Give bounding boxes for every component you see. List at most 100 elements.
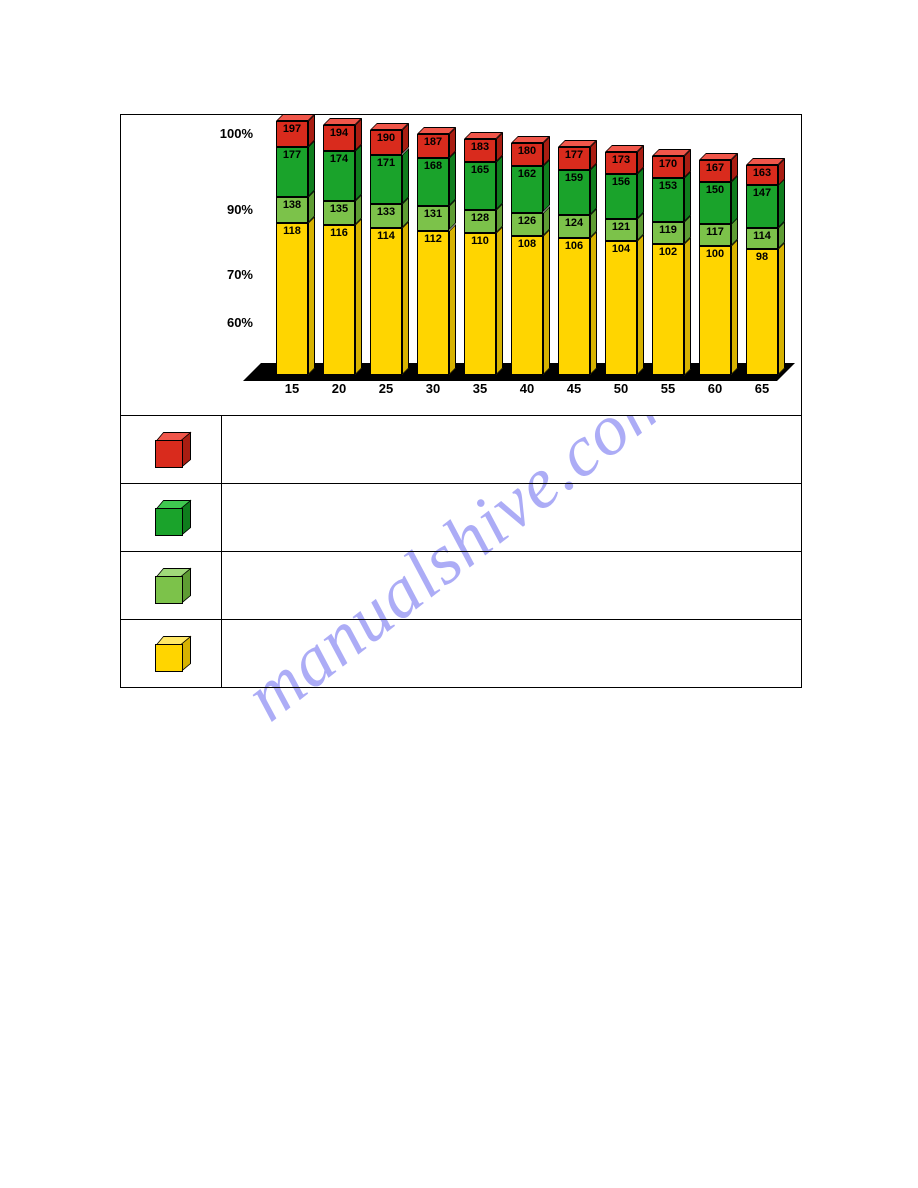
legend-cube-icon xyxy=(155,570,187,602)
bar-cap xyxy=(746,158,785,165)
legend-icon-cell xyxy=(121,484,222,551)
bar-value-label: 165 xyxy=(464,164,496,176)
bar-segment-yellow xyxy=(511,236,543,375)
legend-icon-cell xyxy=(121,620,222,687)
legend-cube-icon xyxy=(155,638,187,670)
bar-segment-yellow xyxy=(699,246,731,375)
bar-value-label: 177 xyxy=(558,149,590,161)
legend-row-green xyxy=(121,483,801,551)
bar-value-label: 119 xyxy=(652,224,684,236)
bar-cap xyxy=(652,149,691,156)
bar-value-label: 121 xyxy=(605,221,637,233)
bar-value-label: 133 xyxy=(370,206,402,218)
x-label: 15 xyxy=(276,381,308,396)
bar-value-label: 190 xyxy=(370,132,402,144)
bar-side-yellow xyxy=(637,234,644,375)
bar-side-green xyxy=(402,148,409,204)
bar-cap xyxy=(323,118,362,125)
bar-value-label: 173 xyxy=(605,154,637,166)
bar-value-label: 174 xyxy=(323,153,355,165)
bar-side-green xyxy=(308,140,315,197)
bar-side-yellow xyxy=(449,224,456,375)
x-label: 30 xyxy=(417,381,449,396)
bar-cap xyxy=(417,127,456,134)
bar-value-label: 138 xyxy=(276,199,308,211)
bar-segment-yellow xyxy=(323,225,355,375)
bar-value-label: 108 xyxy=(511,238,543,250)
bar-side-green xyxy=(778,178,785,228)
bar-side-yellow xyxy=(778,242,785,375)
x-label: 40 xyxy=(511,381,543,396)
legend-icon-cell xyxy=(121,552,222,619)
bar-segment-yellow xyxy=(417,231,449,375)
bar-value-label: 162 xyxy=(511,168,543,180)
bar-segment-yellow xyxy=(370,228,402,375)
bar-value-label: 171 xyxy=(370,157,402,169)
x-label: 35 xyxy=(464,381,496,396)
bar-value-label: 128 xyxy=(464,212,496,224)
bar-side-yellow xyxy=(590,231,597,375)
bar-value-label: 114 xyxy=(370,230,402,242)
bar-value-label: 110 xyxy=(464,235,496,247)
bar-side-yellow xyxy=(402,221,409,375)
bar-side-yellow xyxy=(355,218,362,375)
bar-value-label: 106 xyxy=(558,240,590,252)
legend-text xyxy=(222,552,801,619)
bar-value-label: 135 xyxy=(323,203,355,215)
bar-value-label: 163 xyxy=(746,167,778,179)
bar-segment-yellow xyxy=(276,223,308,375)
bar-value-label: 180 xyxy=(511,145,543,157)
x-label: 50 xyxy=(605,381,637,396)
legend-cube-icon xyxy=(155,434,187,466)
bar-side-yellow xyxy=(684,237,691,376)
bar-side-yellow xyxy=(731,239,738,375)
bar-cap xyxy=(558,140,597,147)
bars-container: 1181381771971161351741941141331711901121… xyxy=(276,121,786,375)
bar-value-label: 150 xyxy=(699,184,731,196)
x-label: 20 xyxy=(323,381,355,396)
bar-value-label: 159 xyxy=(558,172,590,184)
bar-value-label: 116 xyxy=(323,227,355,239)
bar-value-label: 170 xyxy=(652,158,684,170)
bar-value-label: 194 xyxy=(323,127,355,139)
legend-row-yellow xyxy=(121,619,801,687)
y-label: 100% xyxy=(220,126,253,141)
legend-text xyxy=(222,484,801,551)
bar-side-green xyxy=(449,151,456,206)
bar-value-label: 153 xyxy=(652,180,684,192)
legend-cube-icon xyxy=(155,502,187,534)
bar-side-green xyxy=(543,159,550,212)
bar-value-label: 98 xyxy=(746,251,778,263)
bar-side-green xyxy=(590,163,597,215)
chart-panel: 100%90%70%60% 11813817719711613517419411… xyxy=(120,114,802,688)
y-label: 60% xyxy=(227,315,253,330)
x-axis-labels: 1520253035404550556065 xyxy=(276,381,786,409)
bar-value-label: 124 xyxy=(558,217,590,229)
bar-value-label: 167 xyxy=(699,162,731,174)
bar-value-label: 147 xyxy=(746,187,778,199)
bar-segment-yellow xyxy=(652,244,684,376)
bar-segment-yellow xyxy=(605,241,637,375)
bar-side-yellow xyxy=(496,226,503,375)
x-label: 60 xyxy=(699,381,731,396)
bar-value-label: 112 xyxy=(417,233,449,245)
legend-text xyxy=(222,620,801,687)
x-label: 65 xyxy=(746,381,778,396)
bar-segment-yellow xyxy=(558,238,590,375)
y-label: 70% xyxy=(227,267,253,282)
legend-text xyxy=(222,416,801,483)
bar-value-label: 183 xyxy=(464,141,496,153)
legend-icon-cell xyxy=(121,416,222,483)
legend-row-red xyxy=(121,415,801,483)
bar-value-label: 102 xyxy=(652,246,684,258)
bar-segment-yellow xyxy=(464,233,496,375)
bar-cap xyxy=(699,153,738,160)
x-label: 25 xyxy=(370,381,402,396)
bar-side-yellow xyxy=(308,216,315,375)
bar-side-green xyxy=(684,171,691,222)
bar-side-green xyxy=(731,175,738,225)
bar-value-label: 114 xyxy=(746,230,778,242)
bar-value-label: 104 xyxy=(605,243,637,255)
bar-value-label: 168 xyxy=(417,160,449,172)
bar-value-label: 126 xyxy=(511,215,543,227)
